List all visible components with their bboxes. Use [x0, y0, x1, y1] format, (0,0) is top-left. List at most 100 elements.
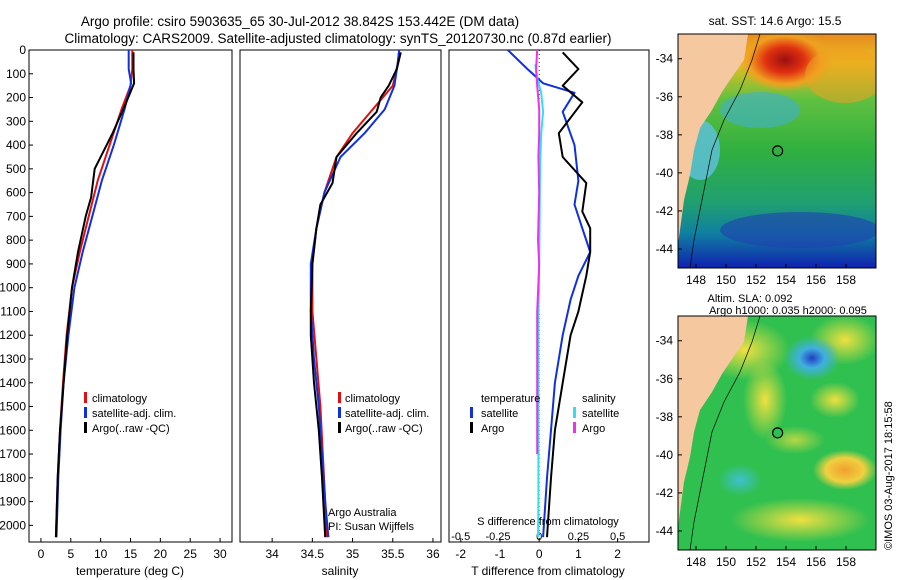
map-lat-label: -42 — [656, 486, 674, 500]
sla-land — [678, 316, 748, 527]
difference-plot-frame — [448, 49, 650, 543]
map-lon-label: 148 — [686, 273, 706, 287]
x-tick-label: 0 — [38, 547, 45, 561]
x-tick-label: 5 — [67, 547, 74, 561]
credit-org: Argo Australia — [328, 507, 397, 519]
depth-tick-label: 1100 — [0, 304, 26, 318]
depth-tick-label: 600 — [6, 186, 26, 200]
s-diff-tick-label: 0.25 — [568, 531, 589, 543]
map-lon-label: 152 — [746, 555, 766, 569]
depth-tick-label: 700 — [6, 209, 26, 223]
x-tick-label: 25 — [184, 547, 198, 561]
figure-title-line2: Climatology: CARS2009. Satellite-adjuste… — [64, 31, 611, 46]
x-tick-label: 0 — [536, 547, 543, 561]
sla-high-4 — [813, 450, 876, 490]
temperature-xlabel: temperature (deg C) — [76, 564, 184, 578]
legend-header-temperature: temperature — [481, 393, 540, 405]
x-tick-label: 2 — [614, 547, 621, 561]
sla-map-frame — [677, 315, 877, 551]
depth-tick-label: 1300 — [0, 352, 26, 366]
difference-panel: -2 -1 0 1 2 -0.5 -0.25 0 0.25 0.5 S difference fr… — [448, 49, 650, 578]
map-lon-label: 158 — [836, 555, 856, 569]
map-lat-label: -44 — [656, 524, 674, 538]
temperature-plot-frame — [28, 49, 233, 543]
map-lat-label: -34 — [656, 52, 674, 66]
depth-tick-label: 1000 — [0, 281, 26, 295]
x-tick-label: 1 — [575, 547, 582, 561]
x-tick-label: 20 — [154, 547, 168, 561]
sst-south-cold — [720, 212, 876, 248]
sst-warm-patch — [805, 47, 876, 103]
sla-high-3 — [743, 360, 787, 440]
legend-swatch-satellite — [84, 407, 87, 418]
s-diff-tick-label: -0.5 — [451, 531, 470, 543]
sla-low-2 — [718, 464, 762, 496]
legend-label-sal-satellite: satellite — [582, 408, 619, 420]
series-line-salinity-satellite — [534, 64, 545, 538]
salinity-xlabel: salinity — [322, 564, 359, 578]
map-lon-label: 154 — [776, 273, 796, 287]
sst-map-field — [678, 34, 876, 268]
x-tick-label: 10 — [94, 547, 108, 561]
sst-map-panel: sat. SST: 14.6 Argo: 15.5 148 150 152 154 15… — [656, 14, 877, 287]
map-lat-label: -40 — [656, 166, 674, 180]
sst-map-title: sat. SST: 14.6 Argo: 15.5 — [709, 14, 842, 28]
depth-axis: 0 100 200 300 400 500 600 700 800 900 1000 1100 1200… — [0, 43, 453, 532]
figure-title-line1: Argo profile: csiro 5903635_65 30-Jul-20… — [81, 14, 519, 29]
difference-legend: temperature satellite Argo salinity sate… — [470, 393, 619, 435]
map-lat-label: -38 — [656, 410, 674, 424]
series-line-temperature-satellite — [507, 50, 592, 538]
sst-cool-patch — [720, 92, 800, 128]
legend-swatch-sal-argo — [573, 422, 576, 433]
series-line-argo-raw-qc — [309, 52, 402, 538]
sla-low-eddy — [784, 336, 840, 380]
map-lon-label: 152 — [746, 273, 766, 287]
map-lon-label: 150 — [716, 555, 736, 569]
depth-tick-label: 400 — [6, 138, 26, 152]
x-tick-label: 34.5 — [301, 547, 325, 561]
depth-tick-label: 2000 — [0, 518, 26, 532]
series-line-temperature-argo — [546, 51, 592, 538]
map-lon-label: 156 — [806, 273, 826, 287]
depth-tick-label: 900 — [6, 257, 26, 271]
salinity-legend: climatology satellite-adj. clim. Argo(..… — [338, 392, 429, 435]
depth-tick-label: 500 — [6, 162, 26, 176]
temperature-series — [54, 50, 136, 538]
sla-map-panel: Altim. SLA: 0.092 Argo h1000: 0.035 h200… — [656, 293, 877, 569]
temperature-legend: climatology satellite-adj. clim. Argo(..… — [84, 392, 176, 435]
map-lon-label: 150 — [716, 273, 736, 287]
temperature-x-axis: 0 5 10 15 20 25 30 — [38, 538, 227, 561]
legend-label-satellite: satellite-adj. clim. — [92, 408, 176, 420]
credit-pi: PI: Susan Wijffels — [328, 521, 414, 533]
sla-argo-position-marker — [772, 427, 784, 439]
depth-tick-label: 800 — [6, 233, 26, 247]
legend-label-satellite: satellite-adj. clim. — [345, 408, 429, 420]
legend-label-sal-argo: Argo — [582, 423, 605, 435]
depth-tick-label: 1500 — [0, 400, 26, 414]
map-lat-label: -42 — [656, 204, 674, 218]
map-lat-label: -44 — [656, 242, 674, 256]
x-tick-label: 35 — [346, 547, 360, 561]
difference-series — [507, 50, 592, 542]
s-diff-tick-label: -0.25 — [485, 531, 510, 543]
x-tick-label: 36 — [426, 547, 440, 561]
sst-land — [678, 34, 748, 245]
depth-tick-label: 300 — [6, 114, 26, 128]
depth-tick-label: 1800 — [0, 471, 26, 485]
legend-label-argo: Argo(..raw -QC) — [345, 423, 423, 435]
depth-tick-label: 1900 — [0, 495, 26, 509]
series-line-argo-raw-qc — [54, 52, 136, 538]
x-tick-label: 15 — [124, 547, 138, 561]
sla-map-subtitle: Argo h1000: 0.035 h2000: 0.095 — [709, 305, 867, 317]
legend-label-climatology: climatology — [92, 393, 148, 405]
sla-high-6 — [730, 498, 870, 542]
legend-swatch-climatology — [338, 392, 341, 403]
map-lon-label: 154 — [776, 555, 796, 569]
temperature-panel: 0100200300400500600700800900100011001200… — [0, 43, 453, 578]
legend-label-temp-argo: Argo — [481, 423, 504, 435]
map-lat-label: -40 — [656, 448, 674, 462]
legend-header-salinity: salinity — [582, 393, 616, 405]
series-line-salinity-argo — [535, 50, 541, 455]
x-tick-label: -1 — [495, 547, 506, 561]
